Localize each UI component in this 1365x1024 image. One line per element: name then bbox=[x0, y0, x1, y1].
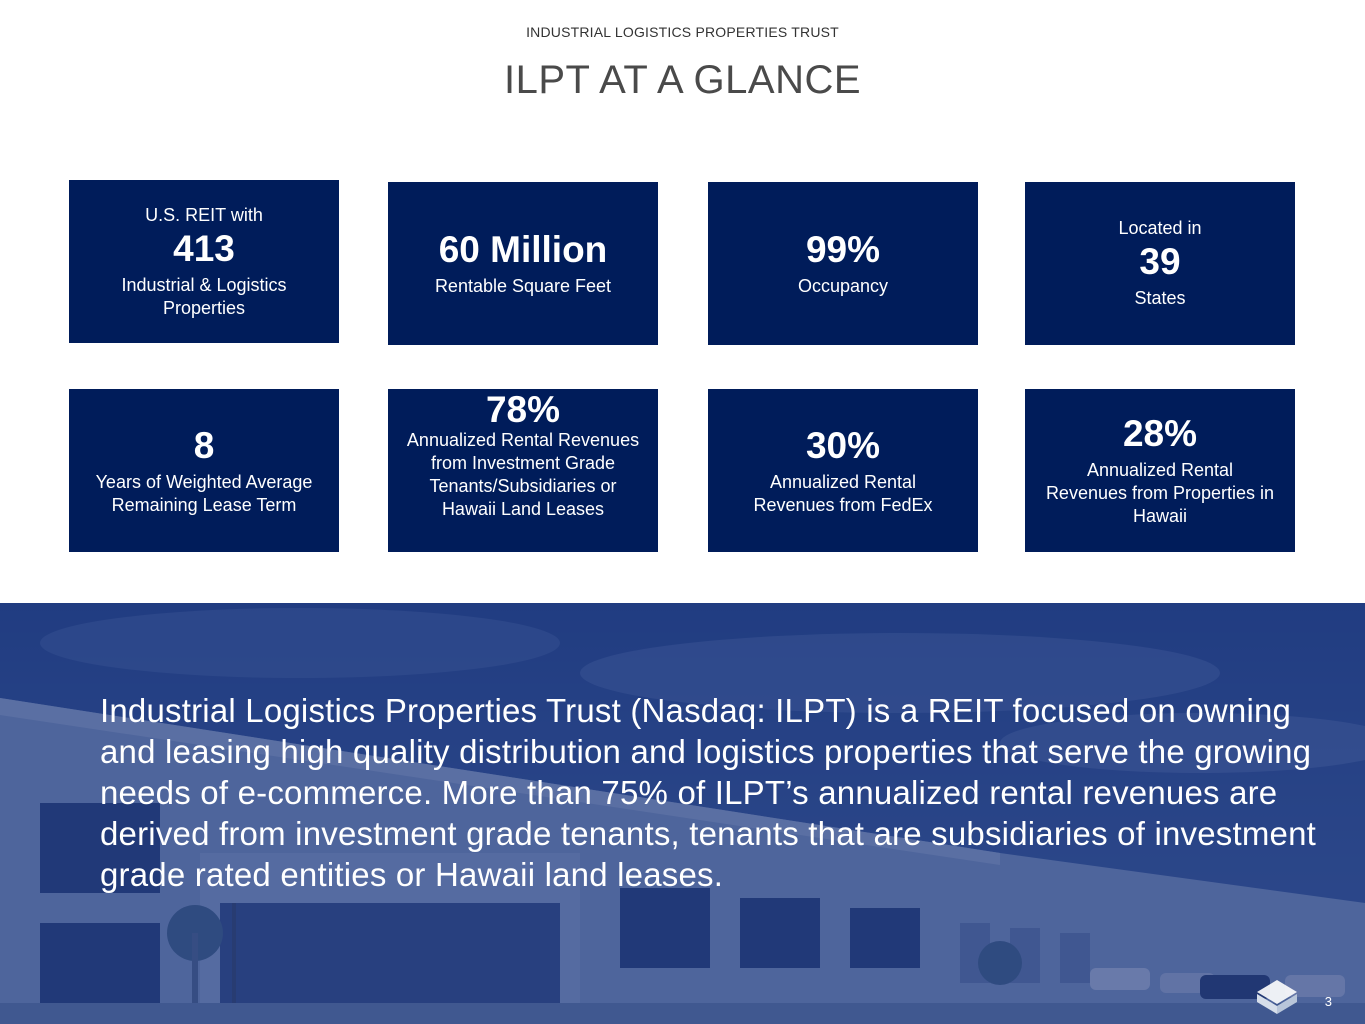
stat-tile-square-feet: 60 Million Rentable Square Feet bbox=[388, 182, 658, 345]
tile-value: 78% bbox=[485, 389, 561, 430]
tile-value: 28% bbox=[1122, 413, 1198, 454]
tile-description: Years of Weighted Average Remaining Leas… bbox=[95, 471, 313, 515]
tile-value: 99% bbox=[805, 229, 881, 270]
company-summary: Industrial Logistics Properties Trust (N… bbox=[100, 692, 1317, 893]
stat-tile-fedex: 30% Annualized Rental Revenues from FedE… bbox=[708, 389, 978, 552]
stat-tile-lease-term: 8 Years of Weighted Average Remaining Le… bbox=[69, 389, 339, 552]
page-title: ILPT AT A GLANCE bbox=[503, 58, 862, 102]
stat-tile-investment-grade: 78% Annualized Rental Revenues from Inve… bbox=[388, 389, 658, 552]
tile-value: 39 bbox=[1139, 241, 1181, 282]
page-number: 3 bbox=[1324, 994, 1332, 1009]
tile-prefix: Located in bbox=[1118, 218, 1202, 238]
stat-tile-states: Located in 39 States bbox=[1025, 182, 1295, 345]
tile-value: 8 bbox=[193, 424, 215, 466]
tile-value: 60 Million bbox=[438, 229, 608, 270]
stat-tile-occupancy: 99% Occupancy bbox=[708, 182, 978, 345]
photo-overlay bbox=[0, 603, 1365, 1024]
tile-description: Annualized Rental Revenues from Investme… bbox=[406, 430, 640, 519]
warehouse-photo-band bbox=[0, 603, 1365, 1024]
company-logo-icon bbox=[1257, 980, 1297, 1014]
tile-description: Industrial & Logistics Properties bbox=[121, 274, 287, 318]
stat-tile-properties: U.S. REIT with 413 Industrial & Logistic… bbox=[69, 180, 339, 343]
tile-description: Annualized Rental Revenues from FedEx bbox=[753, 471, 933, 515]
tile-description: States bbox=[1134, 288, 1186, 308]
tile-value: 30% bbox=[805, 424, 881, 466]
tile-prefix: U.S. REIT with bbox=[145, 204, 263, 225]
tile-description: Annualized Rental Revenues from Properti… bbox=[1045, 460, 1275, 526]
tile-value: 413 bbox=[173, 227, 235, 269]
tile-description: Occupancy bbox=[797, 276, 889, 296]
tile-description: Rentable Square Feet bbox=[434, 276, 612, 296]
stat-tile-hawaii: 28% Annualized Rental Revenues from Prop… bbox=[1025, 389, 1295, 552]
company-kicker: INDUSTRIAL LOGISTICS PROPERTIES TRUST bbox=[526, 24, 839, 40]
